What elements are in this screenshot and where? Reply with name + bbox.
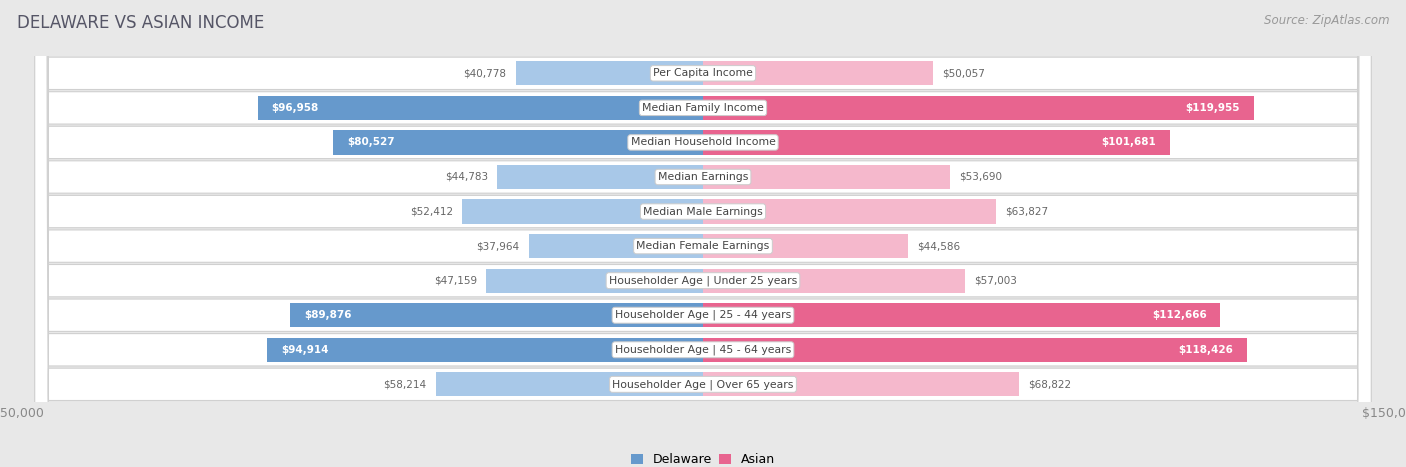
Text: DELAWARE VS ASIAN INCOME: DELAWARE VS ASIAN INCOME: [17, 14, 264, 32]
FancyBboxPatch shape: [35, 0, 1371, 467]
Bar: [703, 372, 1019, 396]
Text: Median Female Earnings: Median Female Earnings: [637, 241, 769, 251]
Text: $118,426: $118,426: [1178, 345, 1233, 355]
Text: Householder Age | Under 25 years: Householder Age | Under 25 years: [609, 276, 797, 286]
Text: $47,159: $47,159: [434, 276, 477, 286]
FancyBboxPatch shape: [35, 0, 1371, 467]
Bar: [703, 234, 908, 258]
Bar: [703, 61, 934, 85]
Text: Median Household Income: Median Household Income: [630, 137, 776, 148]
FancyBboxPatch shape: [35, 0, 1371, 467]
FancyBboxPatch shape: [35, 0, 1371, 467]
Text: Per Capita Income: Per Capita Income: [652, 68, 754, 78]
Text: $112,666: $112,666: [1152, 310, 1206, 320]
Bar: [529, 234, 703, 258]
Text: $96,958: $96,958: [271, 103, 319, 113]
Text: $57,003: $57,003: [974, 276, 1017, 286]
Text: $119,955: $119,955: [1185, 103, 1240, 113]
Text: $89,876: $89,876: [304, 310, 352, 320]
Text: $44,586: $44,586: [917, 241, 960, 251]
Bar: [703, 338, 1247, 362]
Bar: [703, 165, 949, 189]
Text: $94,914: $94,914: [281, 345, 329, 355]
Bar: [333, 130, 703, 155]
Text: Median Earnings: Median Earnings: [658, 172, 748, 182]
Bar: [267, 338, 703, 362]
Text: $58,214: $58,214: [384, 379, 426, 389]
Text: $50,057: $50,057: [942, 68, 986, 78]
Text: $40,778: $40,778: [464, 68, 506, 78]
Bar: [703, 96, 1254, 120]
Bar: [516, 61, 703, 85]
Bar: [290, 303, 703, 327]
Legend: Delaware, Asian: Delaware, Asian: [626, 448, 780, 467]
Bar: [703, 199, 997, 224]
Text: $37,964: $37,964: [477, 241, 519, 251]
Text: $52,412: $52,412: [411, 206, 453, 217]
Text: Median Male Earnings: Median Male Earnings: [643, 206, 763, 217]
Text: $53,690: $53,690: [959, 172, 1002, 182]
Bar: [436, 372, 703, 396]
FancyBboxPatch shape: [35, 0, 1371, 467]
Bar: [703, 303, 1220, 327]
FancyBboxPatch shape: [35, 0, 1371, 467]
Bar: [703, 269, 965, 293]
Text: $63,827: $63,827: [1005, 206, 1049, 217]
FancyBboxPatch shape: [35, 0, 1371, 467]
Text: Householder Age | Over 65 years: Householder Age | Over 65 years: [612, 379, 794, 389]
Bar: [703, 130, 1170, 155]
Bar: [463, 199, 703, 224]
Text: Householder Age | 45 - 64 years: Householder Age | 45 - 64 years: [614, 345, 792, 355]
FancyBboxPatch shape: [35, 0, 1371, 467]
Bar: [486, 269, 703, 293]
Text: Source: ZipAtlas.com: Source: ZipAtlas.com: [1264, 14, 1389, 27]
FancyBboxPatch shape: [35, 0, 1371, 467]
Text: $68,822: $68,822: [1028, 379, 1071, 389]
Text: Median Family Income: Median Family Income: [643, 103, 763, 113]
Text: $101,681: $101,681: [1101, 137, 1156, 148]
Bar: [498, 165, 703, 189]
Bar: [257, 96, 703, 120]
Text: $80,527: $80,527: [347, 137, 395, 148]
Text: $44,783: $44,783: [446, 172, 488, 182]
FancyBboxPatch shape: [35, 0, 1371, 467]
Text: Householder Age | 25 - 44 years: Householder Age | 25 - 44 years: [614, 310, 792, 320]
